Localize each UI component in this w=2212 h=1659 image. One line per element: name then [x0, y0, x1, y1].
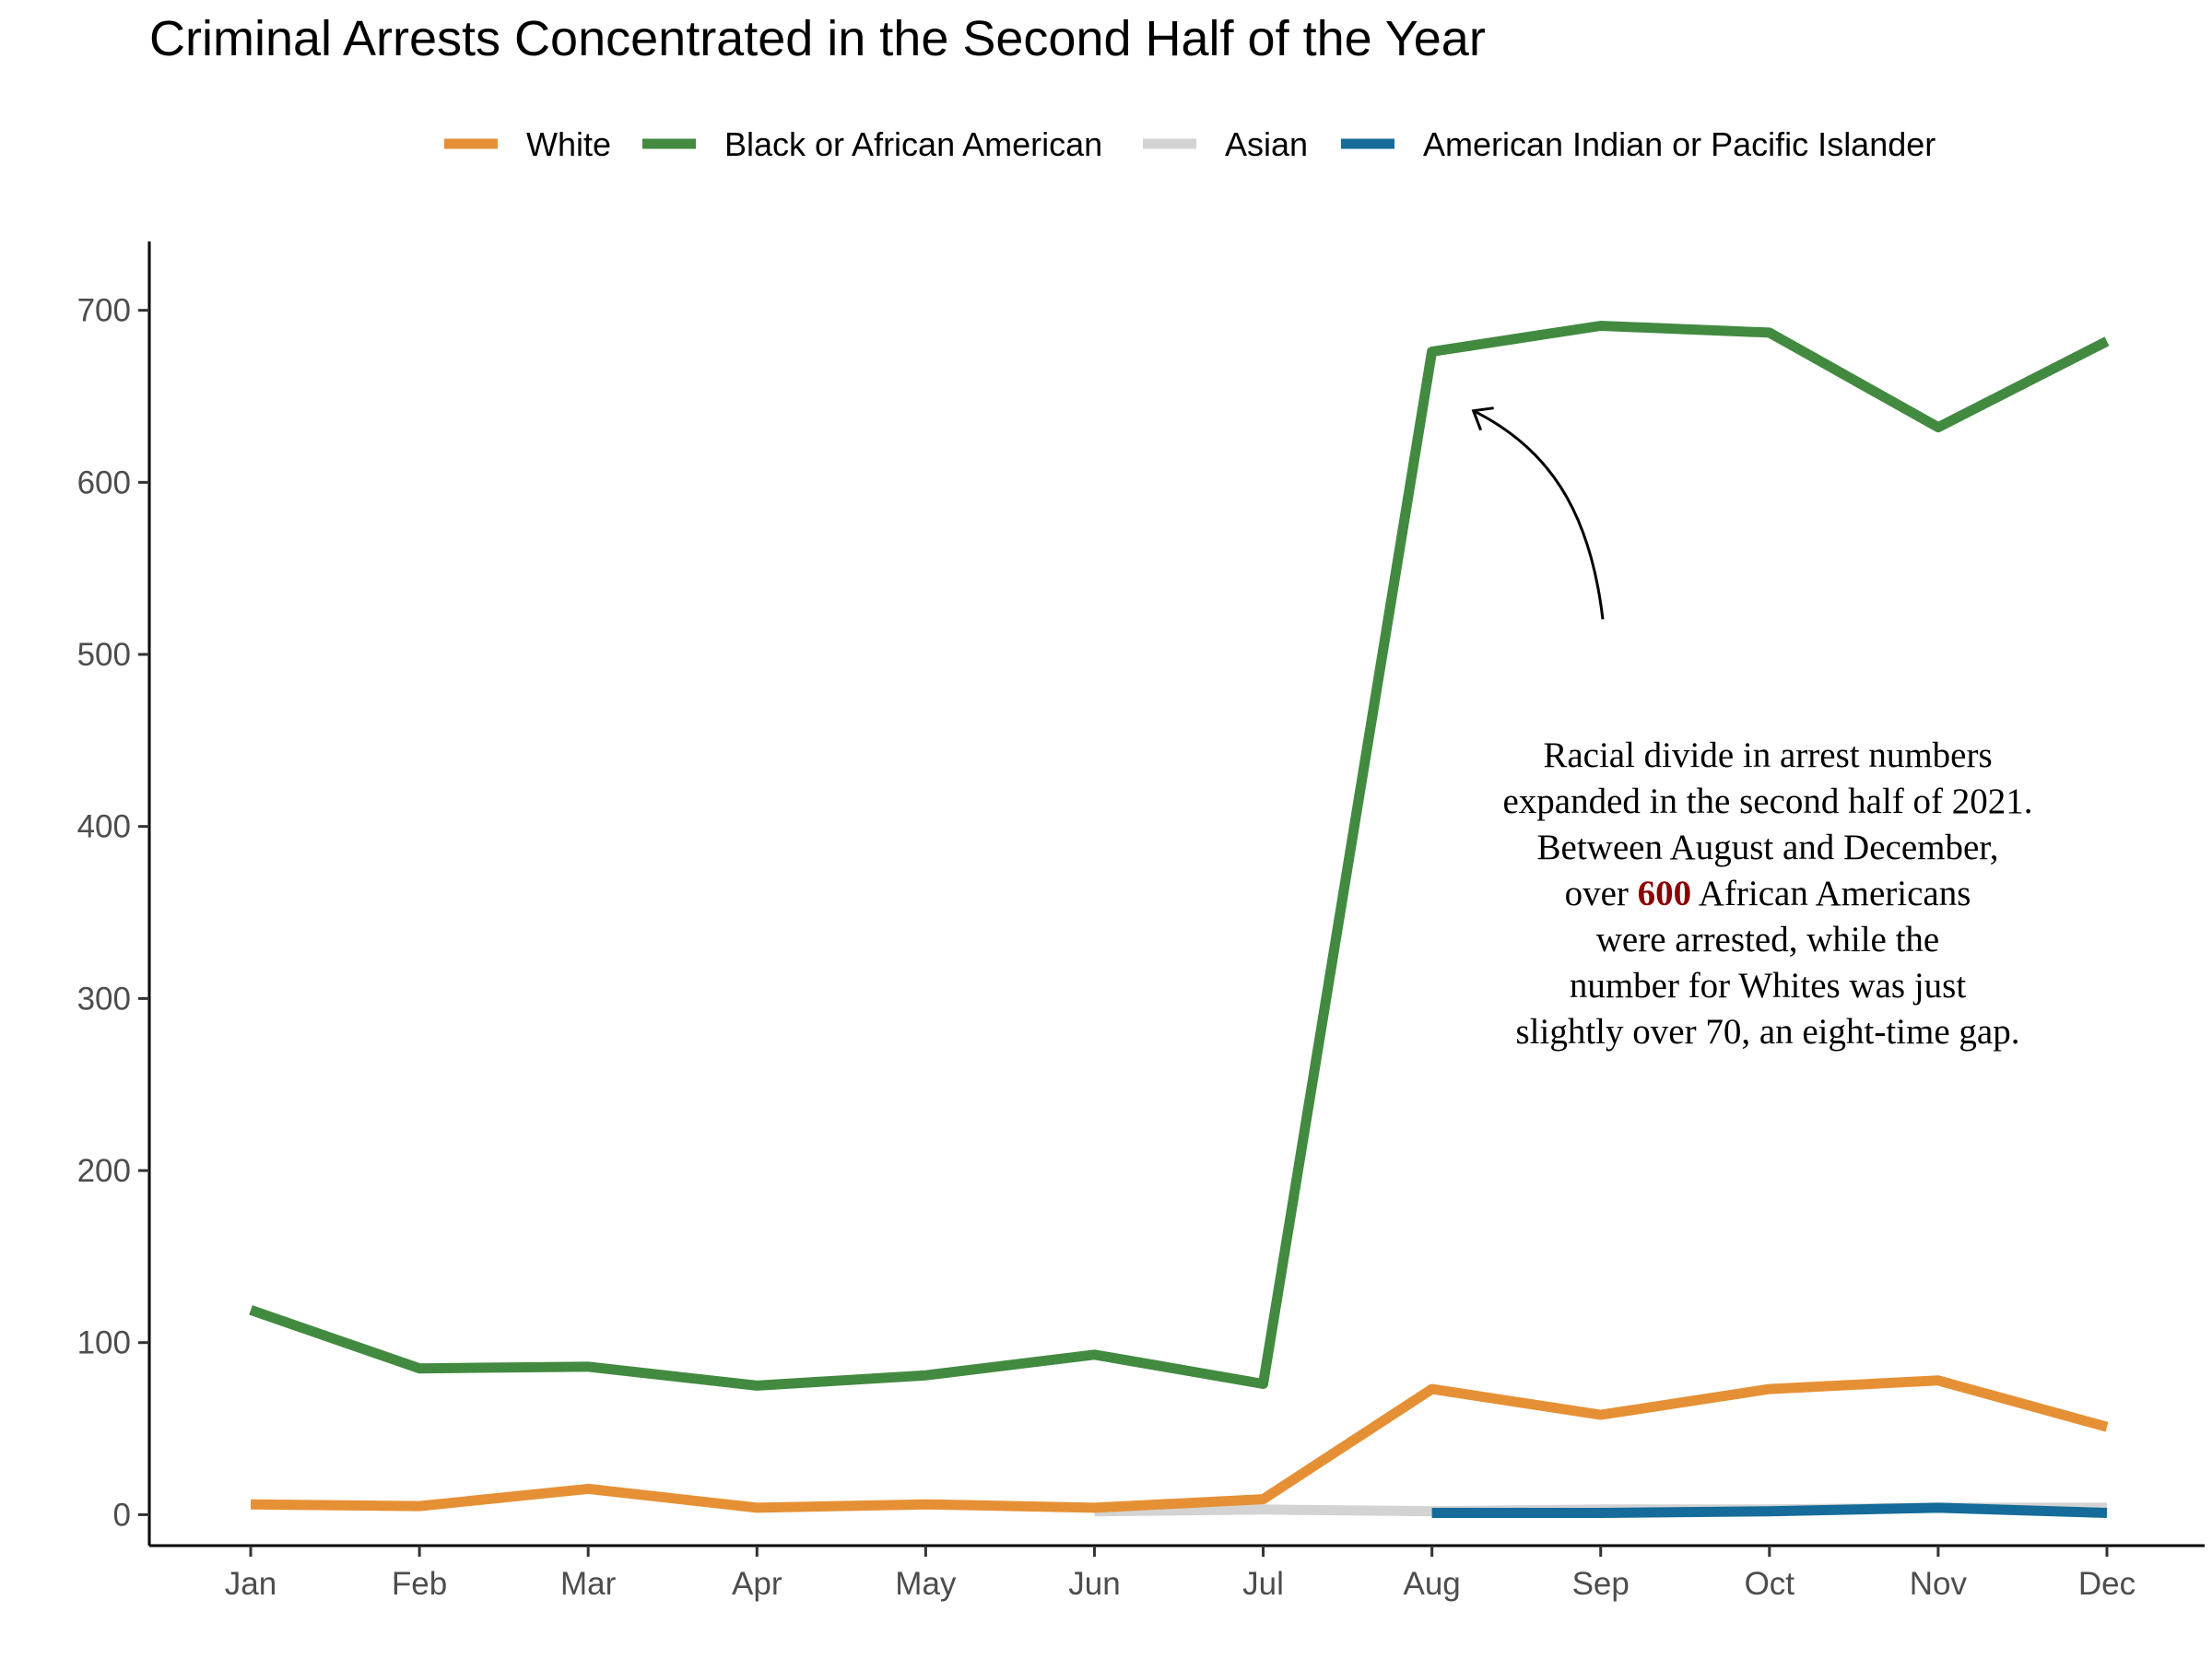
series-line-black-or-african-american: [249, 321, 2110, 1391]
x-tick-label: Mar: [560, 1566, 617, 1602]
legend-label-white: White: [526, 125, 611, 163]
annotation-segment: number for Whites was just: [1570, 966, 1967, 1006]
chart-title: Criminal Arrests Concentrated in the Sec…: [149, 11, 1486, 66]
y-tick-label: 500: [77, 637, 131, 673]
series-lines: [249, 321, 2110, 1518]
legend-label-american-indian-or-pacific-islander: American Indian or Pacific Islander: [1423, 125, 1936, 163]
axes: 0 100 200 300 400 500 600 700 Jan Feb Mar Apr May Jun…: [77, 241, 2205, 1602]
series-line-american-indian-or-pacific-islander: [1431, 1502, 2108, 1518]
legend: White Black or African American Asian Ameri…: [444, 125, 1936, 163]
annotation-arrow: [1472, 409, 1605, 620]
y-tick-label: 700: [77, 293, 131, 329]
x-tick-label: Feb: [392, 1566, 447, 1602]
annotation: Racial divide in arrest numbers expanded …: [1471, 406, 2033, 1052]
y-tick-label: 300: [77, 981, 131, 1017]
x-tick-label: Jul: [1242, 1566, 1284, 1602]
legend-label-asian: Asian: [1225, 125, 1308, 163]
annotation-segment: Between August and December,: [1537, 828, 1999, 867]
annotation-line: Between August and December,: [1537, 828, 1999, 867]
y-tick-label: 600: [77, 465, 131, 500]
x-tick-label: Oct: [1745, 1566, 1795, 1602]
legend-label-black-or-african-american: Black or African American: [724, 125, 1102, 163]
annotation-line: Racial divide in arrest numbers: [1543, 735, 1992, 775]
x-tick-label: Jun: [1068, 1566, 1120, 1602]
annotation-segment: expanded in the second half of 2021.: [1502, 782, 2032, 821]
x-tick-label: Apr: [732, 1566, 782, 1602]
y-tick-label: 100: [77, 1325, 131, 1361]
annotation-segment: over: [1565, 874, 1638, 913]
annotation-segment: African Americans: [1691, 874, 1971, 913]
annotation-segment: Racial divide in arrest numbers: [1543, 735, 1992, 775]
annotation-highlight: 600: [1638, 874, 1692, 913]
annotation-segment: slightly over 70, an eight-time gap.: [1516, 1012, 2020, 1052]
series-line-white: [250, 1375, 2109, 1513]
annotation-line: were arrested, while the: [1596, 920, 1939, 959]
annotation-segment: were arrested, while the: [1596, 920, 1939, 959]
y-tick-label: 0: [113, 1497, 131, 1533]
y-tick-label: 400: [77, 809, 131, 845]
x-tick-label: May: [895, 1566, 957, 1602]
annotation-line: number for Whites was just: [1570, 966, 1967, 1006]
x-tick-label: Jan: [225, 1566, 276, 1602]
annotation-line: over 600 African Americans: [1565, 874, 1971, 913]
y-tick-label: 200: [77, 1153, 131, 1189]
annotation-line: expanded in the second half of 2021.: [1502, 782, 2032, 821]
annotation-line: slightly over 70, an eight-time gap.: [1516, 1012, 2020, 1052]
x-tick-label: Aug: [1403, 1566, 1460, 1602]
x-tick-label: Dec: [2078, 1566, 2136, 1602]
x-tick-label: Sep: [1572, 1566, 1630, 1602]
x-tick-label: Nov: [1910, 1566, 1968, 1602]
annotation-arrowhead: [1471, 406, 1494, 431]
